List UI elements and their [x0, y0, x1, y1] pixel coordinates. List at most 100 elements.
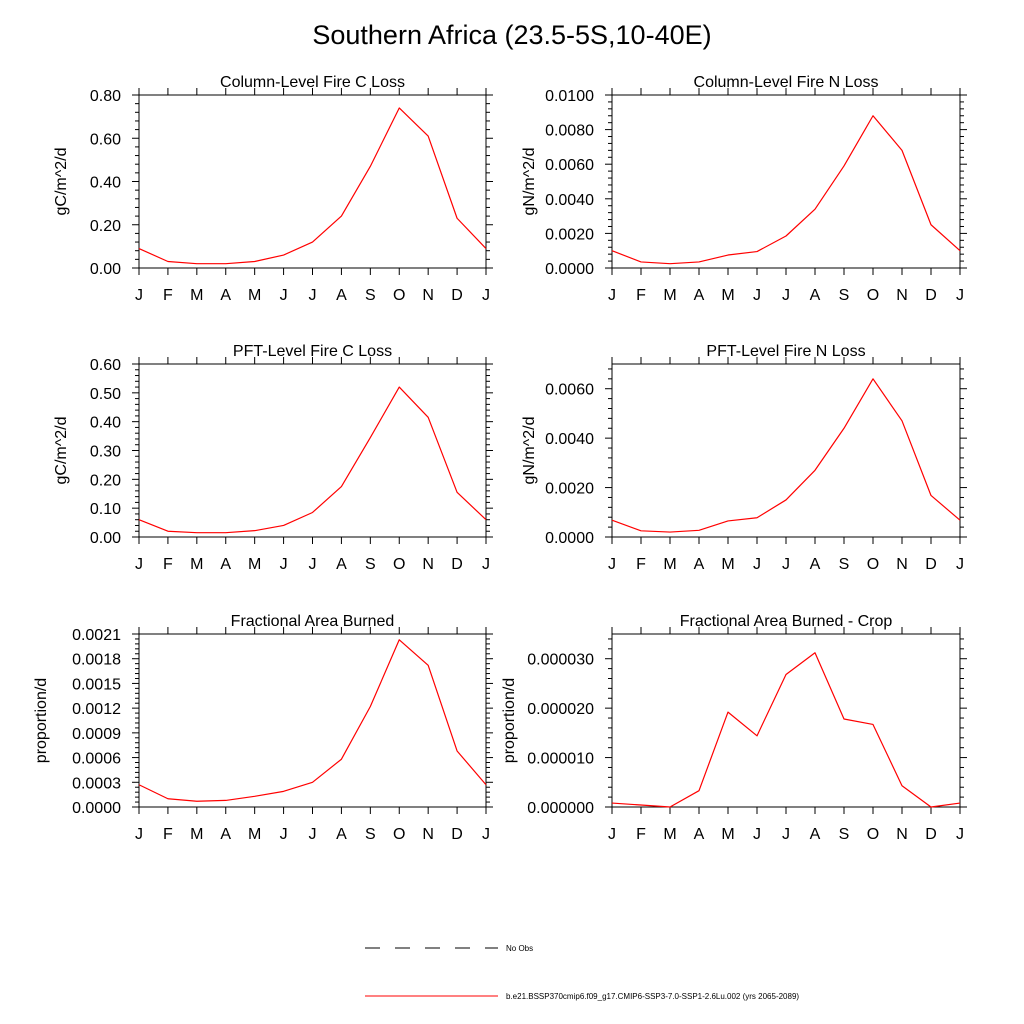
- y-axis-label: gN/m^2/d: [521, 417, 538, 485]
- x-tick-label: M: [663, 556, 676, 573]
- y-tick-label: 0.000000: [527, 800, 594, 817]
- x-tick-label: J: [608, 287, 616, 304]
- x-tick-label: A: [220, 826, 231, 843]
- x-tick-label: O: [867, 826, 879, 843]
- y-tick-label: 0.0009: [72, 726, 121, 743]
- y-tick-label: 0.00: [90, 530, 121, 547]
- x-tick-label: A: [694, 556, 705, 573]
- x-tick-label: M: [190, 556, 203, 573]
- y-axis-label: proportion/d: [501, 678, 518, 763]
- x-tick-label: O: [393, 826, 405, 843]
- x-tick-label: A: [810, 826, 821, 843]
- x-tick-label: J: [309, 826, 317, 843]
- y-tick-label: 0.20: [90, 218, 121, 235]
- x-tick-label: J: [782, 556, 790, 573]
- y-tick-label: 0.0080: [545, 123, 594, 140]
- x-tick-label: M: [721, 826, 734, 843]
- y-tick-label: 0.0003: [72, 775, 121, 792]
- y-axis-label: gC/m^2/d: [53, 417, 70, 485]
- series-line-1: [611, 115, 961, 265]
- series-line-1: [138, 107, 487, 265]
- x-tick-label: M: [248, 556, 261, 573]
- x-tick-label: F: [636, 826, 646, 843]
- y-tick-label: 0.60: [90, 131, 121, 148]
- y-tick-label: 0.0060: [545, 157, 594, 174]
- panel-title: Fractional Area Burned - Crop: [680, 613, 893, 630]
- y-tick-label: 0.0100: [545, 88, 594, 105]
- x-tick-label: N: [422, 287, 434, 304]
- y-axis-label: proportion/d: [33, 678, 50, 763]
- x-tick-label: J: [956, 287, 964, 304]
- x-tick-label: J: [753, 287, 761, 304]
- y-tick-label: 0.40: [90, 415, 121, 432]
- x-tick-label: D: [925, 287, 937, 304]
- x-tick-label: F: [163, 556, 173, 573]
- y-tick-label: 0.0040: [545, 192, 594, 209]
- x-tick-label: J: [135, 287, 143, 304]
- x-tick-label: N: [896, 826, 908, 843]
- y-tick-label: 0.0018: [72, 652, 121, 669]
- x-tick-label: A: [336, 826, 347, 843]
- x-tick-label: J: [280, 556, 288, 573]
- x-tick-label: D: [925, 826, 937, 843]
- y-tick-label: 0.0020: [545, 226, 594, 243]
- x-tick-label: M: [248, 287, 261, 304]
- x-tick-label: F: [163, 826, 173, 843]
- x-tick-label: A: [220, 287, 231, 304]
- x-tick-label: O: [393, 556, 405, 573]
- plot-frame: [138, 633, 487, 808]
- x-tick-label: A: [694, 826, 705, 843]
- y-tick-label: 0.0012: [72, 701, 121, 718]
- x-tick-label: J: [956, 556, 964, 573]
- x-tick-label: J: [608, 556, 616, 573]
- x-tick-label: J: [782, 826, 790, 843]
- x-tick-label: S: [365, 556, 376, 573]
- y-tick-label: 0.0020: [545, 481, 594, 498]
- x-tick-label: O: [867, 556, 879, 573]
- y-tick-label: 0.000010: [527, 751, 594, 768]
- x-tick-label: J: [280, 287, 288, 304]
- x-tick-label: N: [422, 826, 434, 843]
- x-tick-label: N: [422, 556, 434, 573]
- x-tick-label: S: [365, 826, 376, 843]
- x-tick-label: F: [636, 287, 646, 304]
- y-tick-label: 0.20: [90, 472, 121, 489]
- x-tick-label: A: [810, 287, 821, 304]
- x-tick-label: S: [839, 826, 850, 843]
- y-tick-label: 0.10: [90, 501, 121, 518]
- x-tick-label: J: [280, 826, 288, 843]
- panel-title: Column-Level Fire C Loss: [220, 74, 405, 91]
- x-tick-label: J: [309, 556, 317, 573]
- panel-title: Fractional Area Burned: [231, 613, 395, 630]
- y-tick-label: 0.0060: [545, 382, 594, 399]
- x-tick-label: F: [163, 287, 173, 304]
- x-tick-label: D: [925, 556, 937, 573]
- y-axis-label: gN/m^2/d: [521, 148, 538, 216]
- legend-label-model: b.e21.BSSP370cmip6.f09_g17.CMIP6-SSP3-7.…: [506, 992, 799, 1001]
- x-tick-label: M: [190, 287, 203, 304]
- x-tick-label: J: [753, 556, 761, 573]
- y-tick-label: 0.0006: [72, 751, 121, 768]
- series-line-1: [138, 386, 487, 534]
- y-tick-label: 0.60: [90, 357, 121, 374]
- x-tick-label: O: [393, 287, 405, 304]
- y-tick-label: 0.0000: [545, 261, 594, 278]
- x-tick-label: J: [309, 287, 317, 304]
- x-tick-label: A: [220, 556, 231, 573]
- x-tick-label: A: [694, 287, 705, 304]
- panel-title: PFT-Level Fire C Loss: [233, 343, 392, 360]
- x-tick-label: N: [896, 287, 908, 304]
- legend-label-no-obs: No Obs: [506, 944, 533, 953]
- y-tick-label: 0.00: [90, 261, 121, 278]
- panel-6: Fractional Area Burned - Crop proportion/…: [501, 613, 967, 843]
- x-tick-label: M: [190, 826, 203, 843]
- x-tick-label: M: [248, 826, 261, 843]
- x-tick-label: D: [451, 556, 463, 573]
- plot-frame: [611, 363, 961, 538]
- panel-title: PFT-Level Fire N Loss: [706, 343, 865, 360]
- y-tick-label: 0.40: [90, 175, 121, 192]
- x-tick-label: J: [482, 556, 490, 573]
